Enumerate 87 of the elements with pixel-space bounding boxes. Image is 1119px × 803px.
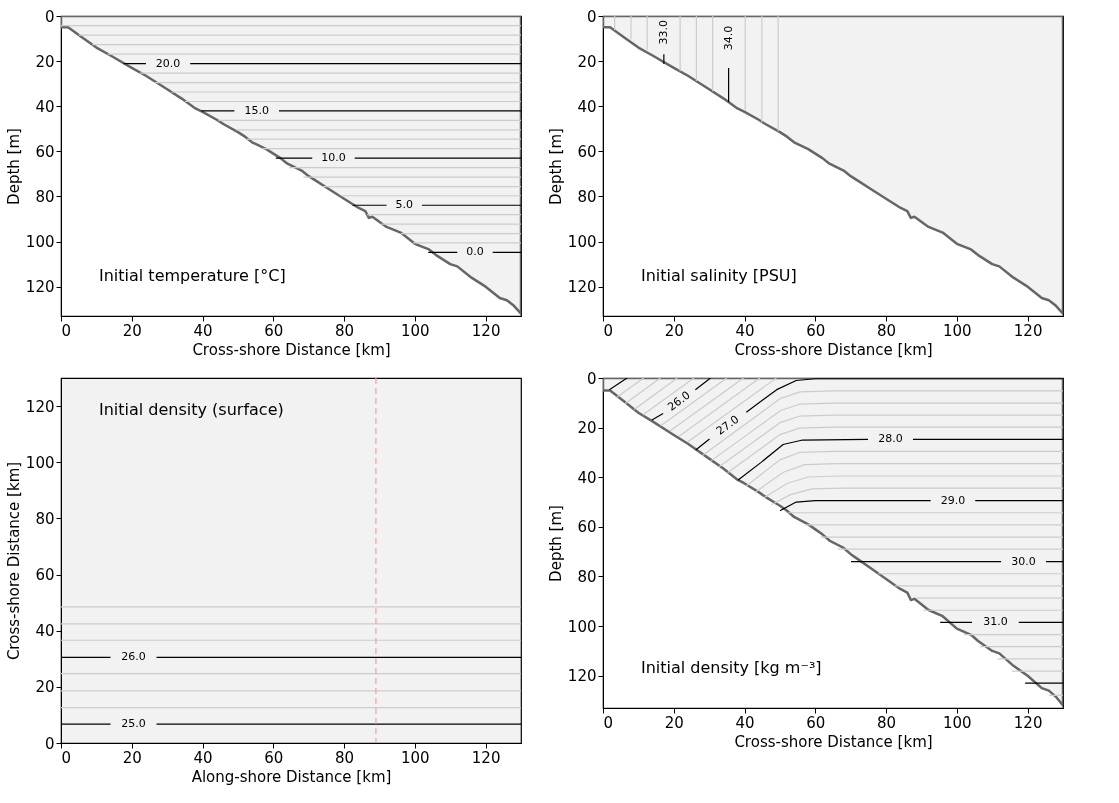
y-tick-label: 100 (25, 453, 55, 472)
y-tick-label: 20 (35, 52, 55, 71)
line-series (718, 414, 1063, 468)
x-tick-label: 20 (122, 321, 142, 340)
y-tick-label: 80 (577, 187, 597, 206)
x-tick-label: 20 (122, 748, 142, 767)
text: Initial density (surface) (99, 400, 284, 419)
annotation: 5.0 (395, 198, 413, 212)
x-axis-title: Cross-shore Distance [km] (734, 732, 933, 751)
text: Initial density [kg m⁻³] (641, 658, 822, 677)
x-tick-label: 0 (603, 321, 614, 340)
y-tick-label: 100 (567, 233, 597, 252)
x-tick-label: 20 (664, 713, 684, 732)
y-tick-label: 40 (577, 468, 597, 487)
x-tick-label: 120 (1013, 713, 1043, 732)
x-tick-label: 60 (806, 713, 826, 732)
line-series (701, 390, 1063, 457)
y-tick-label: 0 (586, 369, 597, 388)
y-axis-title: Depth [m] (546, 505, 565, 582)
y-tick-label: 0 (44, 734, 55, 753)
y-tick-label: 120 (25, 397, 55, 416)
x-tick-label: 120 (1013, 321, 1043, 340)
x-tick-label: 0 (61, 321, 72, 340)
x-tick-label: 80 (877, 713, 897, 732)
x-tick-label: 120 (471, 321, 501, 340)
y-axis-title: Depth [m] (546, 128, 565, 205)
x-tick-label: 60 (264, 748, 284, 767)
y-tick-label: 20 (577, 419, 597, 438)
annotation: 28.0 (878, 432, 903, 446)
x-tick-label: 0 (603, 713, 614, 732)
x-tick-label: 80 (877, 321, 897, 340)
line-series (710, 402, 1063, 462)
annotation: 34.0 (721, 25, 735, 51)
y-tick-label: 60 (35, 142, 55, 161)
annotation: 26.0 (121, 650, 146, 664)
x-tick-label: 40 (735, 713, 755, 732)
y-tick-label: 120 (567, 667, 597, 686)
line-series (754, 463, 1063, 493)
annotation: 33.0 (656, 20, 670, 45)
x-tick-label: 60 (264, 321, 284, 340)
x-axis-title: Cross-shore Distance [km] (192, 340, 391, 359)
annotation: 20.0 (155, 56, 181, 70)
y-tick-label: 20 (577, 52, 597, 71)
y-tick-label: 20 (35, 678, 55, 697)
y-tick-label: 0 (44, 7, 55, 26)
x-tick-label: 0 (61, 748, 72, 767)
y-tick-label: 0 (586, 7, 597, 26)
annotation: 25.0 (121, 717, 146, 731)
y-axis-title: Depth [m] (4, 128, 23, 205)
annotation: 29.0 (940, 493, 966, 507)
y-tick-label: 40 (35, 622, 55, 641)
y-tick-label: 100 (567, 617, 597, 636)
annotation: 10.0 (321, 151, 346, 165)
y-tick-label: 60 (577, 142, 597, 161)
x-axis-title: Along-shore Distance [km] (191, 767, 392, 786)
annotation: 15.0 (244, 103, 269, 117)
line-series (745, 450, 1063, 487)
text: Initial temperature [°C] (99, 266, 286, 285)
x-tick-label: 40 (735, 321, 755, 340)
x-tick-label: 100 (943, 321, 972, 340)
x-tick-label: 100 (943, 713, 972, 732)
y-tick-label: 40 (577, 97, 597, 116)
x-axis-title: Cross-shore Distance [km] (734, 340, 933, 359)
x-tick-label: 80 (335, 748, 355, 767)
y-axis-title: Cross-shore Distance [km] (4, 461, 23, 661)
x-tick-label: 40 (193, 748, 213, 767)
y-tick-label: 80 (35, 187, 55, 206)
y-tick-label: 60 (35, 566, 55, 585)
x-tick-label: 100 (401, 748, 430, 767)
x-tick-label: 60 (806, 321, 826, 340)
annotation: 0.0 (466, 245, 484, 259)
y-tick-label: 40 (35, 97, 55, 116)
y-tick-label: 80 (577, 568, 597, 586)
y-tick-label: 120 (567, 278, 597, 297)
annotation: 31.0 (983, 615, 1008, 629)
line-series (771, 487, 1063, 506)
y-tick-label: 120 (25, 278, 55, 297)
x-tick-label: 40 (193, 321, 213, 340)
text: Initial salinity [PSU] (641, 266, 797, 285)
x-tick-label: 80 (335, 321, 355, 340)
x-tick-label: 100 (401, 321, 430, 340)
annotation: 30.0 (1011, 554, 1036, 568)
x-tick-label: 20 (664, 321, 684, 340)
x-tick-label: 120 (471, 748, 501, 767)
y-tick-label: 60 (577, 518, 597, 537)
y-tick-label: 100 (25, 233, 55, 252)
y-tick-label: 80 (35, 509, 55, 528)
